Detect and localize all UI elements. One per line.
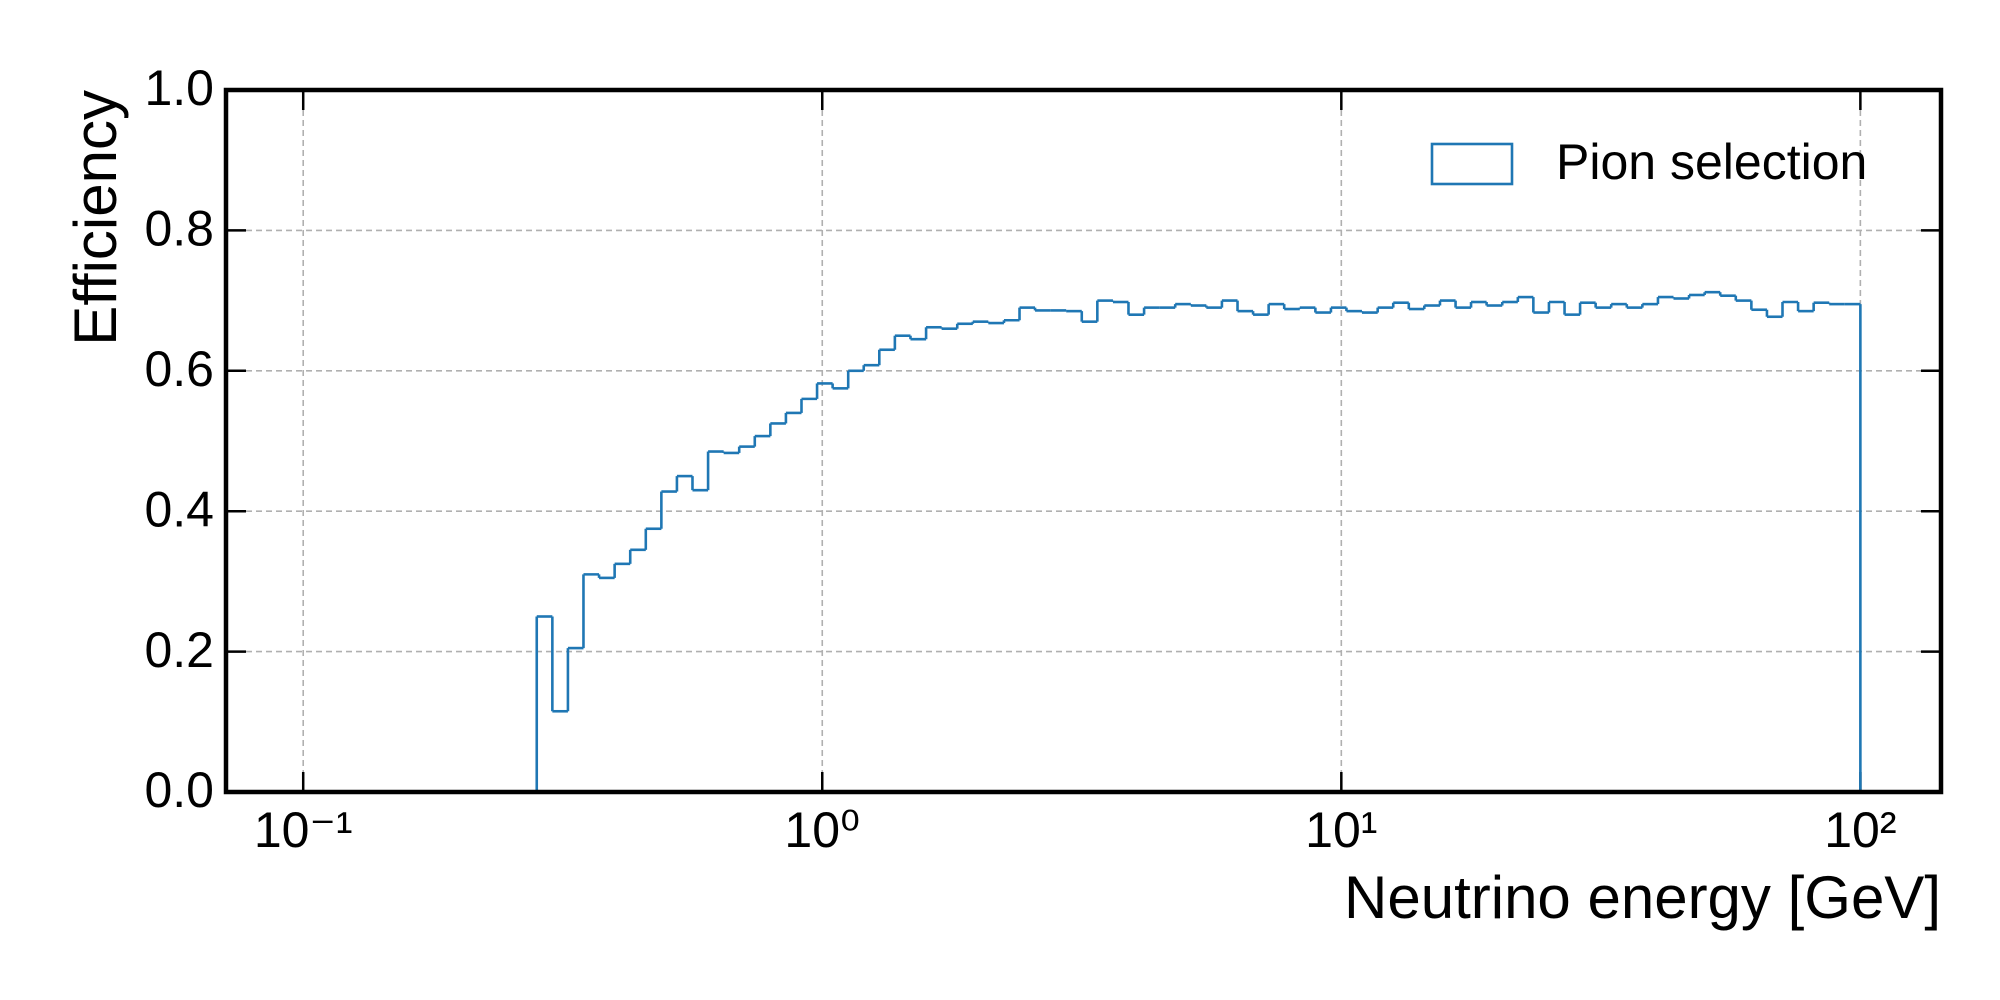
x-tick-label: 10¹ bbox=[1305, 802, 1377, 858]
y-tick-label: 0.0 bbox=[144, 762, 214, 818]
y-tick-label: 0.6 bbox=[144, 341, 214, 397]
y-axis-label: Efficiency bbox=[62, 90, 129, 346]
y-tick-label: 0.4 bbox=[144, 481, 214, 537]
legend-swatch bbox=[1430, 142, 1514, 186]
legend-label: Pion selection bbox=[1556, 134, 1867, 190]
x-tick-label: 10⁰ bbox=[784, 802, 860, 858]
series bbox=[535, 290, 1862, 792]
x-tick-label: 10² bbox=[1824, 802, 1896, 858]
y-tick-label: 1.0 bbox=[144, 60, 214, 116]
y-tick-label: 0.2 bbox=[144, 622, 214, 678]
plot-frame bbox=[223, 87, 1944, 795]
y-tick-label: 0.8 bbox=[144, 201, 214, 257]
x-axis-label: Neutrino energy [GeV] bbox=[1344, 864, 1941, 931]
x-tick-label: 10⁻¹ bbox=[254, 802, 353, 858]
